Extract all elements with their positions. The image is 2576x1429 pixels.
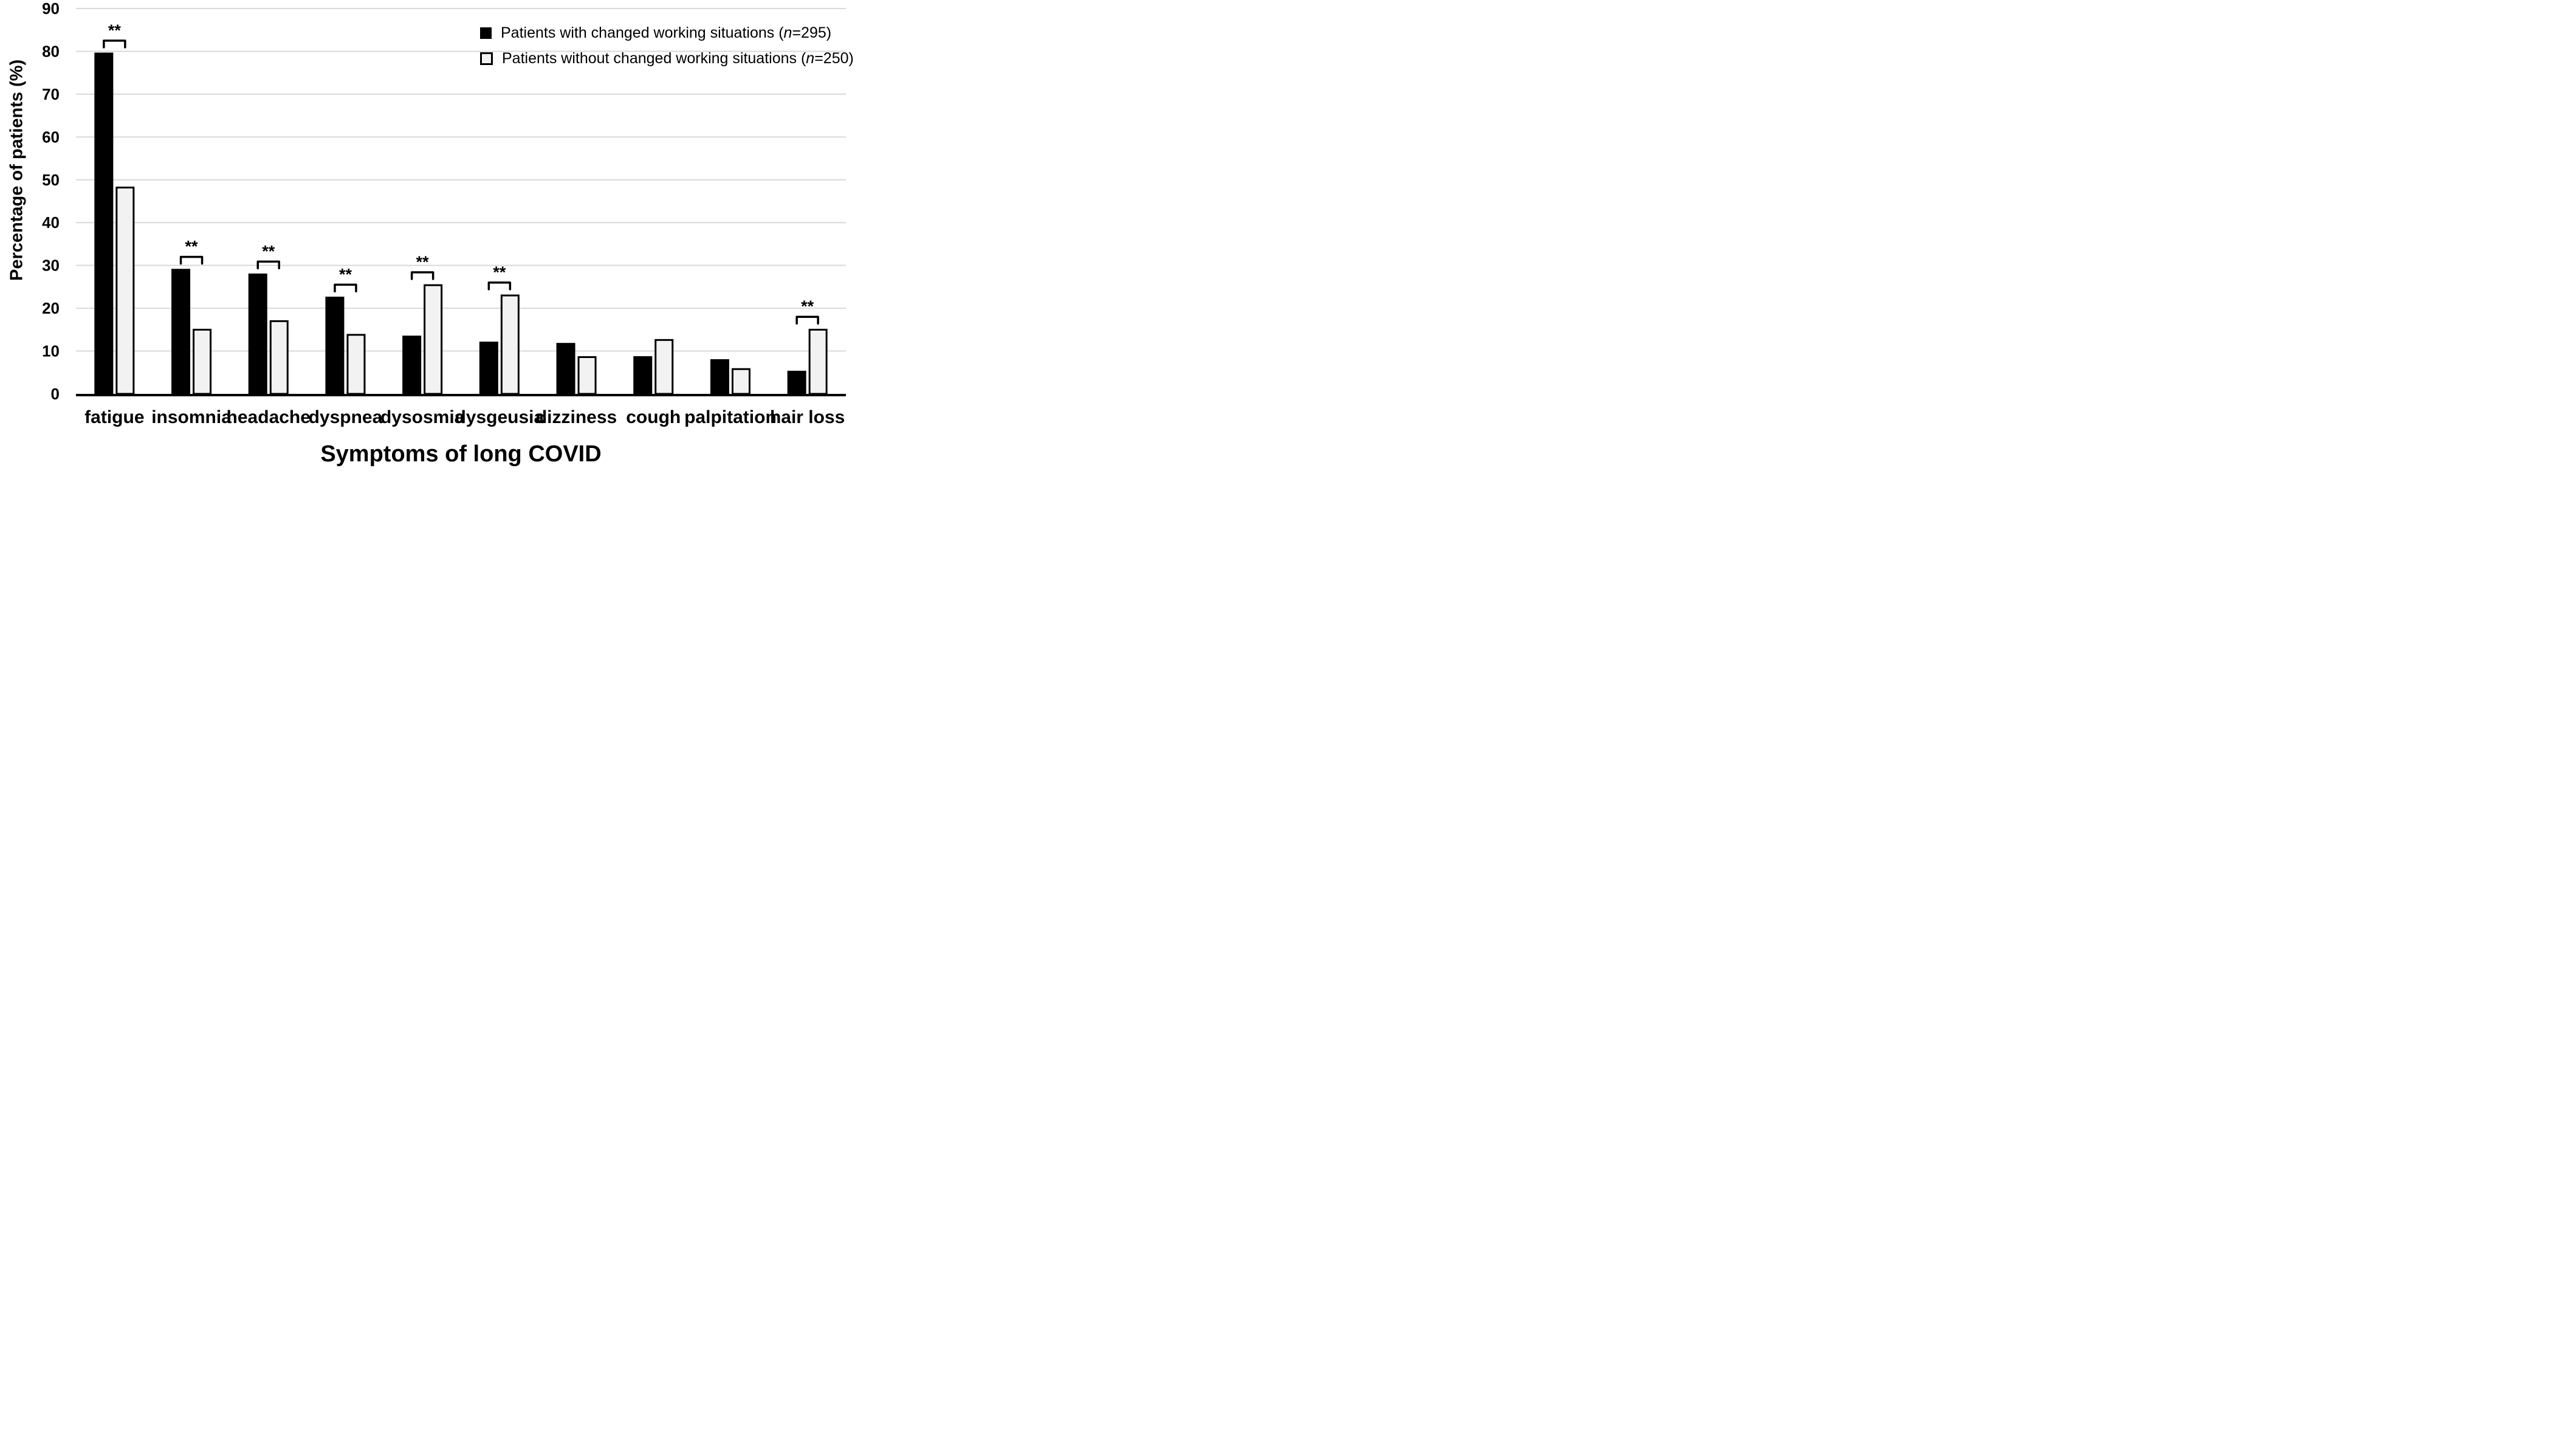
x-category-label-dysgeusia: dysgeusia (455, 407, 544, 427)
significance-stars-hair-loss: ** (801, 297, 814, 315)
significance-bracket-dysosmia (410, 271, 434, 280)
significance-stars-insomnia: ** (185, 238, 199, 256)
x-category-label-palpitation: palpitation (684, 407, 777, 427)
x-category-label-cough: cough (626, 407, 681, 427)
x-category-label-fatigue: fatigue (84, 407, 144, 427)
bar-with-changed-hair-loss (787, 370, 806, 394)
x-category-label-dysosmia: dysosmia (380, 407, 465, 427)
legend: Patients with changed working situations… (480, 24, 854, 67)
legend-n-italic: n (783, 24, 792, 41)
y-tick-label-50: 50 (42, 171, 60, 189)
legend-label-count: =295) (792, 24, 832, 41)
x-category-label-headache: headache (227, 407, 311, 427)
x-category-label-hair-loss: hair loss (770, 407, 845, 427)
x-category-label-dyspnea: dyspnea (309, 407, 383, 427)
y-tick-label-60: 60 (42, 128, 60, 146)
bar-without-changed-insomnia (193, 328, 212, 395)
y-tick-label-80: 80 (42, 42, 60, 60)
bar-without-changed-hair-loss (808, 328, 828, 395)
legend-item-without-changed: Patients without changed working situati… (480, 50, 854, 67)
black-square-legend-marker (480, 27, 492, 39)
significance-bracket-hair-loss (795, 315, 819, 325)
bar-with-changed-fatigue (94, 52, 114, 394)
bar-with-changed-palpitation (710, 359, 729, 394)
bar-without-changed-palpitation (731, 368, 750, 395)
y-tick-label-30: 30 (42, 257, 60, 275)
significance-stars-dysgeusia: ** (493, 263, 506, 281)
x-category-label-dizziness: dizziness (536, 407, 617, 427)
bar-without-changed-dysosmia (424, 284, 443, 395)
legend-label-text: Patients with changed working situations… (501, 24, 784, 41)
legend-label-text: Patients without changed working situati… (502, 50, 806, 67)
bar-without-changed-dyspnea (346, 334, 366, 395)
bar-without-changed-dizziness (577, 356, 597, 395)
bar-without-changed-headache (269, 320, 289, 395)
white-square-legend-marker (480, 52, 493, 65)
y-tick-label-70: 70 (42, 85, 60, 103)
bar-with-changed-dyspnea (325, 297, 345, 394)
bar-with-changed-dysosmia (402, 336, 422, 394)
x-category-label-insomnia: insomnia (151, 407, 232, 427)
y-tick-label-0: 0 (51, 385, 60, 403)
bar-with-changed-insomnia (171, 269, 191, 394)
legend-n-italic: n (806, 50, 815, 67)
legend-label: Patients with changed working situations… (501, 24, 831, 42)
significance-bracket-fatigue (103, 40, 126, 49)
bar-with-changed-headache (248, 274, 267, 394)
x-axis-title: Symptoms of long COVID (320, 441, 602, 467)
y-tick-label-40: 40 (42, 213, 60, 232)
plot-area: ** ** ** ** ** ** ** 0 10 20 30 40 50 60 70 80 90 fatigue… (42, 0, 846, 427)
bar-with-changed-dysgeusia (479, 342, 498, 394)
y-axis-title: Percentage of patients (%) (7, 59, 27, 281)
bar-with-changed-dizziness (556, 343, 575, 394)
bar-with-changed-cough (633, 356, 653, 394)
significance-stars-dyspnea: ** (339, 265, 352, 283)
significance-bracket-dysgeusia (487, 281, 512, 291)
significance-bracket-insomnia (179, 255, 204, 265)
significance-bracket-headache (256, 260, 280, 270)
y-tick-label-20: 20 (42, 299, 60, 317)
significance-stars-headache: ** (262, 242, 275, 260)
legend-item-with-changed: Patients with changed working situations… (480, 24, 854, 42)
significance-stars-dysosmia: ** (416, 253, 430, 271)
bar-chart-figure: ** ** ** ** ** ** ** 0 10 20 30 40 50 60 70 80 90 fatigue… (0, 0, 859, 477)
bar-without-changed-fatigue (115, 187, 135, 395)
bar-without-changed-dysgeusia (500, 294, 520, 395)
significance-stars-fatigue: ** (108, 21, 122, 40)
significance-bracket-dyspnea (334, 283, 357, 293)
bar-without-changed-cough (654, 339, 674, 395)
legend-label-count: =250) (814, 50, 854, 67)
y-tick-label-10: 10 (42, 342, 60, 360)
y-tick-label-90: 90 (42, 0, 60, 18)
legend-label: Patients without changed working situati… (502, 50, 854, 67)
